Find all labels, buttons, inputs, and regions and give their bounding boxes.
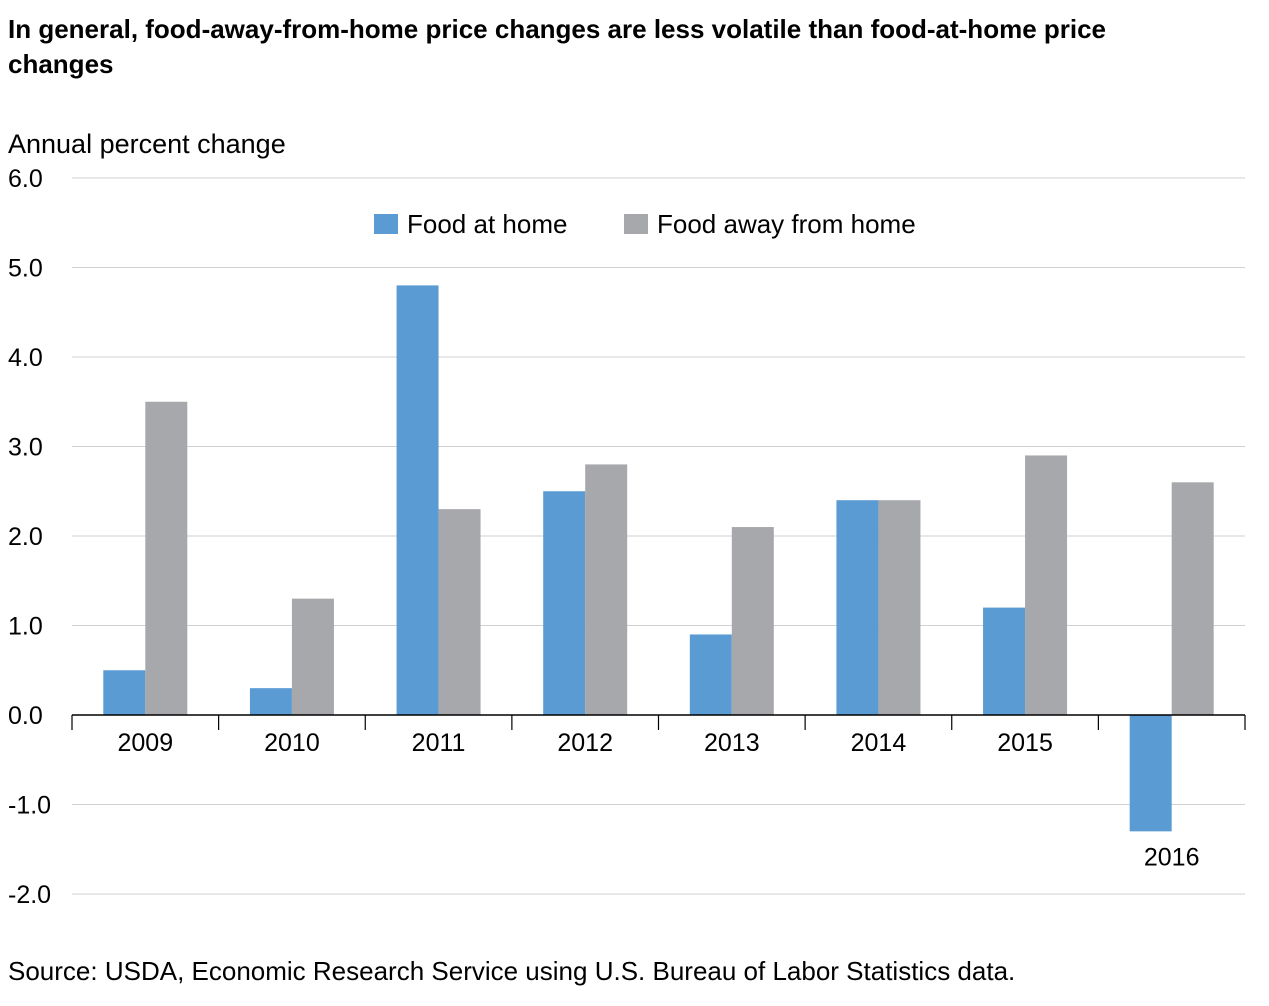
- bar-food-at-home-2014: [836, 500, 879, 715]
- bar-food-away-from-home-2016: [1171, 482, 1214, 715]
- y-tick-label: 4.0: [8, 344, 43, 372]
- bar-food-away-from-home-2014: [878, 500, 921, 715]
- chart-title: In general, food-away-from-home price ch…: [8, 14, 1107, 79]
- bar-food-away-from-home-2009: [145, 401, 188, 715]
- x-tick-label: 2009: [118, 729, 174, 757]
- bar-food-at-home-2009: [103, 670, 146, 715]
- y-tick-label: 2.0: [8, 523, 43, 551]
- x-tick-label: 2011: [412, 729, 466, 757]
- legend-label: Food away from home: [657, 209, 916, 239]
- y-tick-label: 1.0: [8, 613, 43, 641]
- y-axis-label: Annual percent change: [8, 129, 286, 159]
- y-tick-label: 0.0: [8, 702, 43, 730]
- bar-food-at-home-2011: [396, 285, 439, 715]
- source-note: Source: USDA, Economic Research Service …: [8, 956, 1016, 986]
- x-tick-label: 2012: [557, 729, 613, 757]
- x-tick-label: 2013: [704, 729, 760, 757]
- bar-food-away-from-home-2015: [1025, 455, 1068, 715]
- legend-swatch: [374, 214, 398, 234]
- bar-food-at-home-2010: [249, 688, 292, 715]
- bar-food-at-home-2016: [1129, 715, 1172, 832]
- y-tick-label: 6.0: [8, 165, 43, 193]
- legend-swatch: [624, 214, 648, 234]
- y-tick-label: -2.0: [8, 881, 51, 909]
- x-tick-label: 2016: [1144, 843, 1200, 871]
- x-tick-label: 2010: [264, 729, 320, 757]
- bar-food-away-from-home-2013: [731, 527, 774, 715]
- bar-food-away-from-home-2011: [438, 509, 481, 715]
- bar-food-away-from-home-2012: [585, 464, 628, 715]
- x-tick-label: 2014: [851, 729, 907, 757]
- bar-food-at-home-2013: [689, 634, 732, 715]
- bar-food-at-home-2012: [543, 491, 586, 715]
- y-tick-label: 3.0: [8, 434, 43, 462]
- bar-food-away-from-home-2010: [291, 598, 334, 715]
- legend-label: Food at home: [407, 209, 567, 239]
- y-tick-label: -1.0: [8, 792, 51, 820]
- bar-food-at-home-2015: [983, 607, 1026, 715]
- y-tick-label: 5.0: [8, 255, 43, 283]
- x-tick-label: 2015: [997, 729, 1053, 757]
